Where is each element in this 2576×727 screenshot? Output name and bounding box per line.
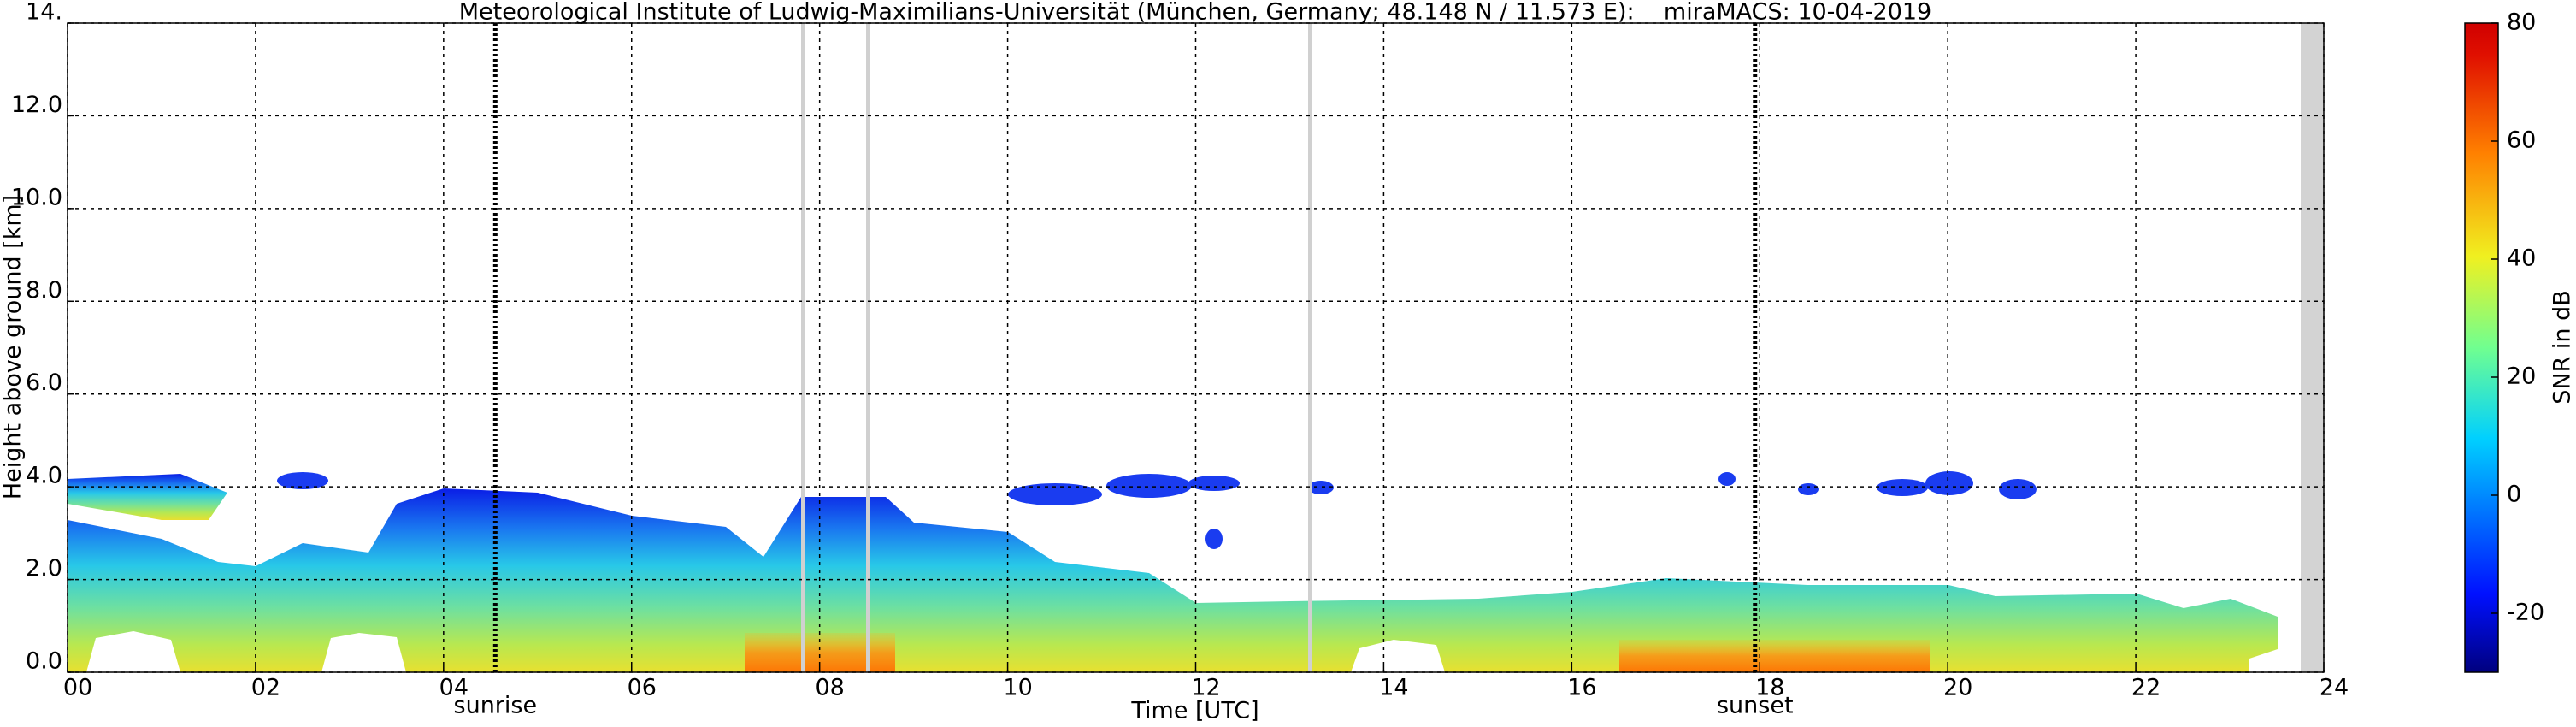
colorbar-tick-label: 40 bbox=[2507, 245, 2536, 272]
y-tick-label: 14. bbox=[26, 0, 62, 26]
colorbar-tick-label: 0 bbox=[2507, 482, 2521, 508]
y-tick-label: 0.0 bbox=[26, 648, 62, 675]
y-axis-label: Height above ground [km] bbox=[0, 195, 27, 499]
echo-blob bbox=[1798, 483, 1819, 495]
gap bbox=[321, 633, 406, 672]
missing-data bbox=[2301, 23, 2324, 672]
colorbar-tick-label: 60 bbox=[2507, 127, 2536, 154]
x-tick-label: 04 bbox=[439, 675, 469, 701]
annotation-label: sunrise bbox=[454, 693, 538, 719]
echo-blob bbox=[1205, 529, 1223, 549]
echo-blob bbox=[1999, 479, 2037, 499]
y-tick-label: 4.0 bbox=[26, 463, 62, 489]
annotation-label: sunset bbox=[1717, 693, 1794, 719]
gap bbox=[86, 631, 180, 672]
y-tick-label: 8.0 bbox=[26, 277, 62, 304]
colorbar-label: SNR in dB bbox=[2549, 290, 2576, 405]
y-tick-label: 12.0 bbox=[11, 92, 62, 118]
x-tick-label: 10 bbox=[1003, 675, 1032, 701]
echo-blob bbox=[1008, 483, 1102, 505]
y-tick-label: 10.0 bbox=[11, 184, 62, 210]
missing-data bbox=[801, 23, 805, 672]
radar-field bbox=[68, 23, 2324, 672]
upper-echoes bbox=[277, 471, 2037, 549]
echo-region bbox=[68, 474, 227, 520]
strong-echo bbox=[1619, 640, 1930, 672]
x-tick-label: 24 bbox=[2320, 675, 2349, 701]
y-tick-label: 2.0 bbox=[26, 555, 62, 582]
echo-blob bbox=[1925, 471, 1973, 495]
echo-blob bbox=[1308, 481, 1334, 494]
echo-blob bbox=[277, 472, 328, 489]
x-tick-label: 22 bbox=[2131, 675, 2160, 701]
x-tick-label: 02 bbox=[251, 675, 280, 701]
x-tick-label: 00 bbox=[63, 675, 92, 701]
x-tick-label: 08 bbox=[815, 675, 844, 701]
chart-title: Meteorological Institute of Ludwig-Maxim… bbox=[459, 0, 1932, 26]
x-tick-label: 20 bbox=[1943, 675, 1972, 701]
x-tick-label: 16 bbox=[1567, 675, 1596, 701]
echo-blob bbox=[1718, 472, 1736, 486]
echo-blob bbox=[1106, 474, 1192, 498]
x-tick-label: 12 bbox=[1191, 675, 1220, 701]
plot-frame bbox=[67, 22, 2325, 673]
colorbar-tick-label: 80 bbox=[2507, 9, 2536, 36]
missing-data bbox=[1308, 23, 1312, 672]
colorbar-tick-label: -20 bbox=[2507, 600, 2544, 626]
gap bbox=[1351, 640, 1445, 672]
colorbar-tick-label: 20 bbox=[2507, 364, 2536, 390]
missing-data bbox=[866, 23, 870, 672]
x-tick-label: 06 bbox=[628, 675, 657, 701]
x-axis-label: Time [UTC] bbox=[1130, 698, 1259, 724]
x-tick-label: 14 bbox=[1379, 675, 1408, 701]
echo-blob bbox=[1877, 479, 1928, 496]
y-tick-label: 6.0 bbox=[26, 369, 62, 396]
colorbar bbox=[2464, 22, 2499, 673]
x-tick-label: 18 bbox=[1755, 675, 1784, 701]
echo-region bbox=[68, 488, 2278, 672]
